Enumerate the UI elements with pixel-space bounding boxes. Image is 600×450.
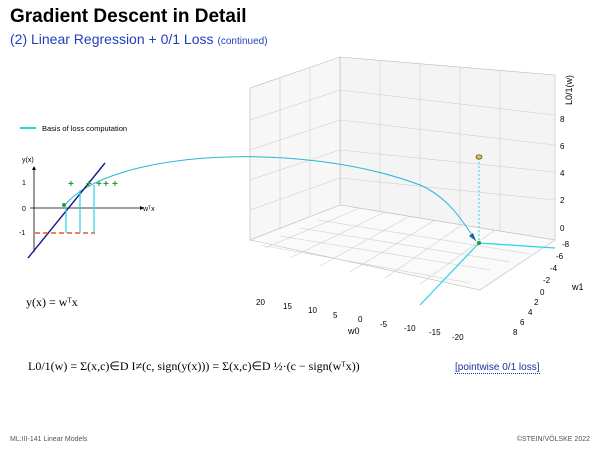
z-axis-label: L0/1(w) xyxy=(564,75,574,105)
w0-tick: 20 xyxy=(256,298,265,307)
w1-tick: 6 xyxy=(520,318,525,327)
z-tick: 0 xyxy=(560,224,565,233)
positive-point: + xyxy=(86,179,92,190)
w1-tick: -6 xyxy=(556,252,564,261)
w1-tick: -8 xyxy=(562,240,570,249)
z-tick: 2 xyxy=(560,196,565,205)
projection-w0 xyxy=(419,242,480,306)
footer-left: ML:III-141 Linear Models xyxy=(10,436,88,443)
loss-formula: L0/1(w) = Σ(x,c)∈D I≠(c, sign(y(x))) = Σ… xyxy=(28,359,360,373)
z-tick: 8 xyxy=(560,115,565,124)
mapping-arrow xyxy=(64,156,477,242)
model-formula: y(x) = wᵀx xyxy=(26,295,78,309)
footer-right: ©STEIN/VÖLSKE 2022 xyxy=(516,436,590,443)
plot3d xyxy=(248,56,556,291)
w0-tick: 0 xyxy=(358,315,363,324)
subtitle-text: (2) Linear Regression + 0/1 Loss xyxy=(10,31,214,47)
w1-tick: -4 xyxy=(550,264,558,273)
projection-w1 xyxy=(478,242,556,249)
positive-point: + xyxy=(103,179,109,190)
w0-tick: -10 xyxy=(404,324,416,333)
w0-tick: 5 xyxy=(333,311,338,320)
w0-axis-label: w0 xyxy=(347,326,360,336)
small-tick: 1 xyxy=(22,180,26,187)
w1-tick: 8 xyxy=(513,328,518,337)
subtitle-note: (continued) xyxy=(217,36,268,47)
small-plot-xlabel: wᵀx xyxy=(142,206,155,213)
legend-label: Basis of loss computation xyxy=(42,124,127,133)
formulas: y(x) = wᵀx L0/1(w) = Σ(x,c)∈D I≠(c, sign… xyxy=(26,295,360,373)
w0-tick: 15 xyxy=(283,302,292,311)
small-tick: -1 xyxy=(19,230,25,237)
w0-tick: -20 xyxy=(452,333,464,342)
w0-tick: -15 xyxy=(429,328,441,337)
small-plot: y(x) wᵀx 1 0 -1 + + + + + xyxy=(19,157,155,259)
w1-tick: 4 xyxy=(528,308,533,317)
slide-subtitle: (2) Linear Regression + 0/1 Loss (continu… xyxy=(10,31,268,47)
loss-tag: [pointwise 0/1 loss] xyxy=(455,362,540,374)
w1-axis-label: w1 xyxy=(571,282,584,292)
w1-tick: 0 xyxy=(540,288,545,297)
z-tick: 6 xyxy=(560,142,565,151)
small-tick: 0 xyxy=(22,206,26,213)
loss-point xyxy=(475,154,483,160)
positive-point: + xyxy=(68,179,74,190)
w0-tick: 10 xyxy=(308,306,317,315)
slide-title: Gradient Descent in Detail xyxy=(10,6,247,27)
w1-tick: 2 xyxy=(534,298,539,307)
w0-tick: -5 xyxy=(380,320,388,329)
z-tick: 4 xyxy=(560,169,565,178)
w1-tick: -2 xyxy=(543,276,551,285)
positive-point: + xyxy=(96,179,102,190)
positive-point: + xyxy=(112,179,118,190)
arrowhead xyxy=(469,233,476,241)
floor-point xyxy=(477,241,481,245)
small-plot-ylabel: y(x) xyxy=(22,157,34,164)
